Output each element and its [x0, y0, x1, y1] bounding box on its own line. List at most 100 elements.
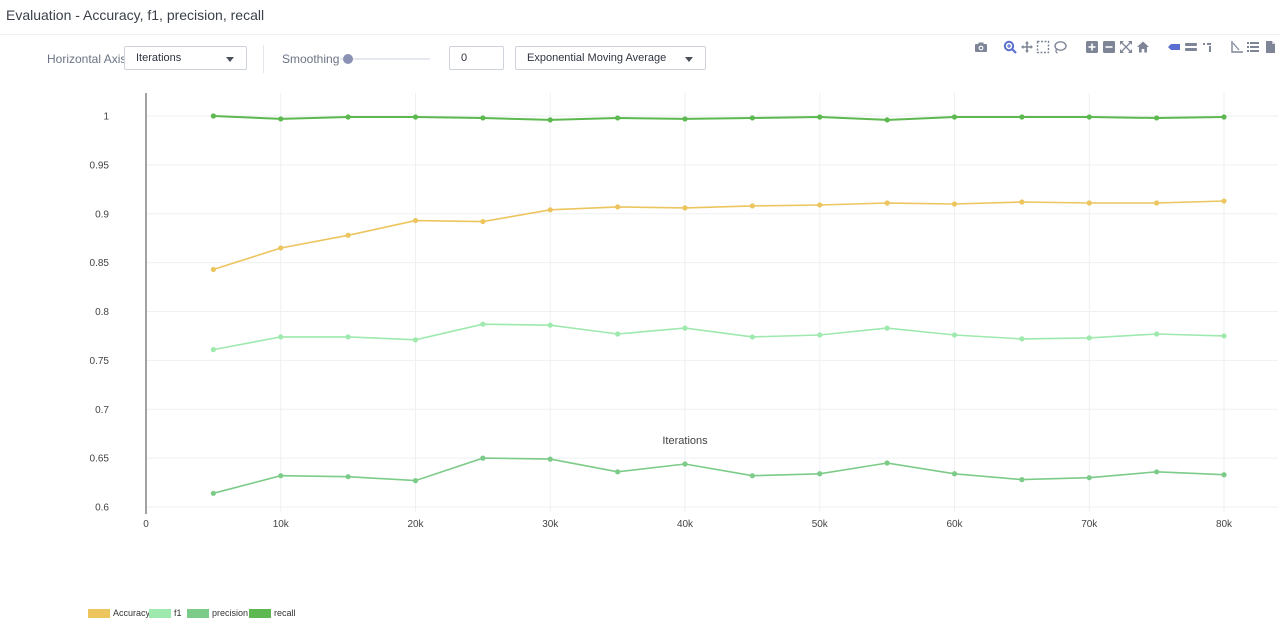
data-point-accuracy — [210, 266, 216, 273]
legend-swatch — [149, 609, 171, 618]
reset-axes-icon[interactable] — [1136, 40, 1150, 54]
hover-closest-icon[interactable] — [1184, 40, 1198, 54]
data-point-accuracy — [884, 200, 890, 206]
data-point-recall — [412, 114, 419, 120]
data-point-precision — [547, 456, 553, 462]
data-point-f1 — [951, 332, 958, 338]
x-tick-label: 20k — [407, 519, 424, 530]
chevron-down-icon — [226, 57, 234, 62]
data-point-recall — [749, 115, 755, 121]
spike-lines-icon[interactable] — [1167, 40, 1181, 54]
data-point-accuracy — [817, 202, 823, 208]
smoothing-input[interactable]: 0 — [449, 46, 504, 70]
series-line-accuracy — [213, 200, 1225, 271]
chart-modebar — [972, 40, 1276, 56]
data-point-precision — [480, 455, 486, 461]
data-point-f1 — [1086, 335, 1092, 341]
lasso-select-icon[interactable] — [1053, 40, 1067, 54]
chart-controls: Horizontal Axis Iterations Smoothing 0 E… — [0, 45, 760, 73]
data-point-precision — [817, 471, 823, 477]
smoothing-method-value: Exponential Moving Average — [527, 52, 667, 64]
data-point-precision — [884, 460, 890, 466]
data-point-f1 — [480, 321, 486, 327]
pan-icon[interactable] — [1020, 40, 1034, 54]
data-point-precision — [1019, 477, 1025, 483]
y-tick-label: 0.65 — [90, 454, 110, 465]
data-point-precision — [210, 490, 216, 496]
series-line-recall — [213, 115, 1225, 121]
list-icon[interactable] — [1246, 40, 1260, 54]
data-point-precision — [1221, 472, 1227, 478]
y-tick-label: 0.95 — [90, 160, 110, 171]
data-point-f1 — [210, 347, 216, 353]
data-point-recall — [1086, 114, 1092, 120]
y-tick-label: 0.6 — [95, 503, 109, 514]
hover-compare-icon[interactable] — [1201, 40, 1215, 54]
data-point-precision — [1086, 475, 1092, 481]
chevron-down-icon — [685, 57, 693, 62]
data-point-recall — [1019, 114, 1025, 120]
zoom-in-icon[interactable] — [1085, 40, 1099, 54]
controls-divider — [263, 45, 264, 73]
data-point-f1 — [1019, 336, 1025, 342]
data-point-accuracy — [480, 218, 486, 225]
y-tick-label: 0.85 — [90, 258, 110, 269]
smoothing-slider-track[interactable] — [340, 58, 430, 60]
y-tick-label: 0.7 — [95, 405, 109, 416]
data-point-f1 — [547, 322, 553, 328]
data-point-accuracy — [1221, 198, 1227, 204]
x-tick-label: 80k — [1216, 519, 1233, 530]
data-point-recall — [951, 114, 958, 120]
x-tick-label: 10k — [273, 519, 290, 530]
line-chart: 0 10k 20k 30k 40k 50k 60k 70k 80k 0.6 0.65 0.7 0.75 0… — [90, 93, 1278, 530]
data-point-accuracy — [749, 203, 755, 209]
data-point-precision — [615, 469, 621, 475]
zoom-icon[interactable] — [1003, 40, 1017, 54]
series-line-precision — [213, 457, 1225, 495]
data-point-precision — [412, 478, 419, 484]
file-icon[interactable] — [1263, 40, 1277, 54]
data-point-accuracy — [345, 232, 351, 238]
y-tick-label: 1 — [103, 112, 109, 123]
data-point-recall — [1154, 115, 1160, 121]
data-point-f1 — [884, 325, 890, 331]
legend-label: recall — [274, 608, 296, 618]
data-point-accuracy — [615, 204, 621, 210]
smoothing-method-select[interactable]: Exponential Moving Average — [515, 46, 706, 70]
data-point-accuracy — [547, 207, 553, 213]
page-title: Evaluation - Accuracy, f1, precision, re… — [6, 7, 265, 23]
camera-icon[interactable] — [974, 40, 988, 54]
data-point-accuracy — [1086, 200, 1092, 206]
data-point-precision — [682, 461, 688, 467]
data-point-precision — [345, 474, 351, 480]
data-point-f1 — [615, 331, 621, 337]
smoothing-label: Smoothing — [282, 52, 340, 66]
y-tick-label: 0.8 — [95, 307, 109, 318]
data-point-precision — [1154, 469, 1160, 475]
data-point-recall — [817, 114, 823, 120]
data-point-precision — [749, 473, 755, 479]
legend-label: precision — [212, 608, 249, 618]
data-point-recall — [615, 115, 621, 121]
data-point-recall — [345, 114, 351, 120]
data-point-f1 — [749, 334, 755, 340]
data-point-recall — [547, 117, 553, 123]
data-point-precision — [278, 473, 284, 479]
autoscale-icon[interactable] — [1119, 40, 1133, 54]
x-tick-label: 40k — [677, 519, 694, 530]
horizontal-axis-select[interactable]: Iterations — [124, 46, 247, 70]
legend-label: f1 — [174, 608, 182, 618]
data-point-precision — [951, 471, 958, 477]
x-tick-label: 60k — [946, 519, 963, 530]
zoom-out-icon[interactable] — [1102, 40, 1116, 54]
data-point-accuracy — [951, 201, 958, 207]
smoothing-slider-handle[interactable] — [343, 54, 353, 64]
title-divider — [0, 34, 1280, 35]
data-point-f1 — [278, 334, 284, 340]
data-point-f1 — [1154, 331, 1160, 337]
x-tick-label: 0 — [143, 519, 149, 530]
box-select-icon[interactable] — [1036, 40, 1050, 54]
legend-label: Accuracy — [113, 608, 151, 618]
logo-icon[interactable] — [1230, 40, 1244, 54]
data-point-recall — [278, 116, 284, 122]
